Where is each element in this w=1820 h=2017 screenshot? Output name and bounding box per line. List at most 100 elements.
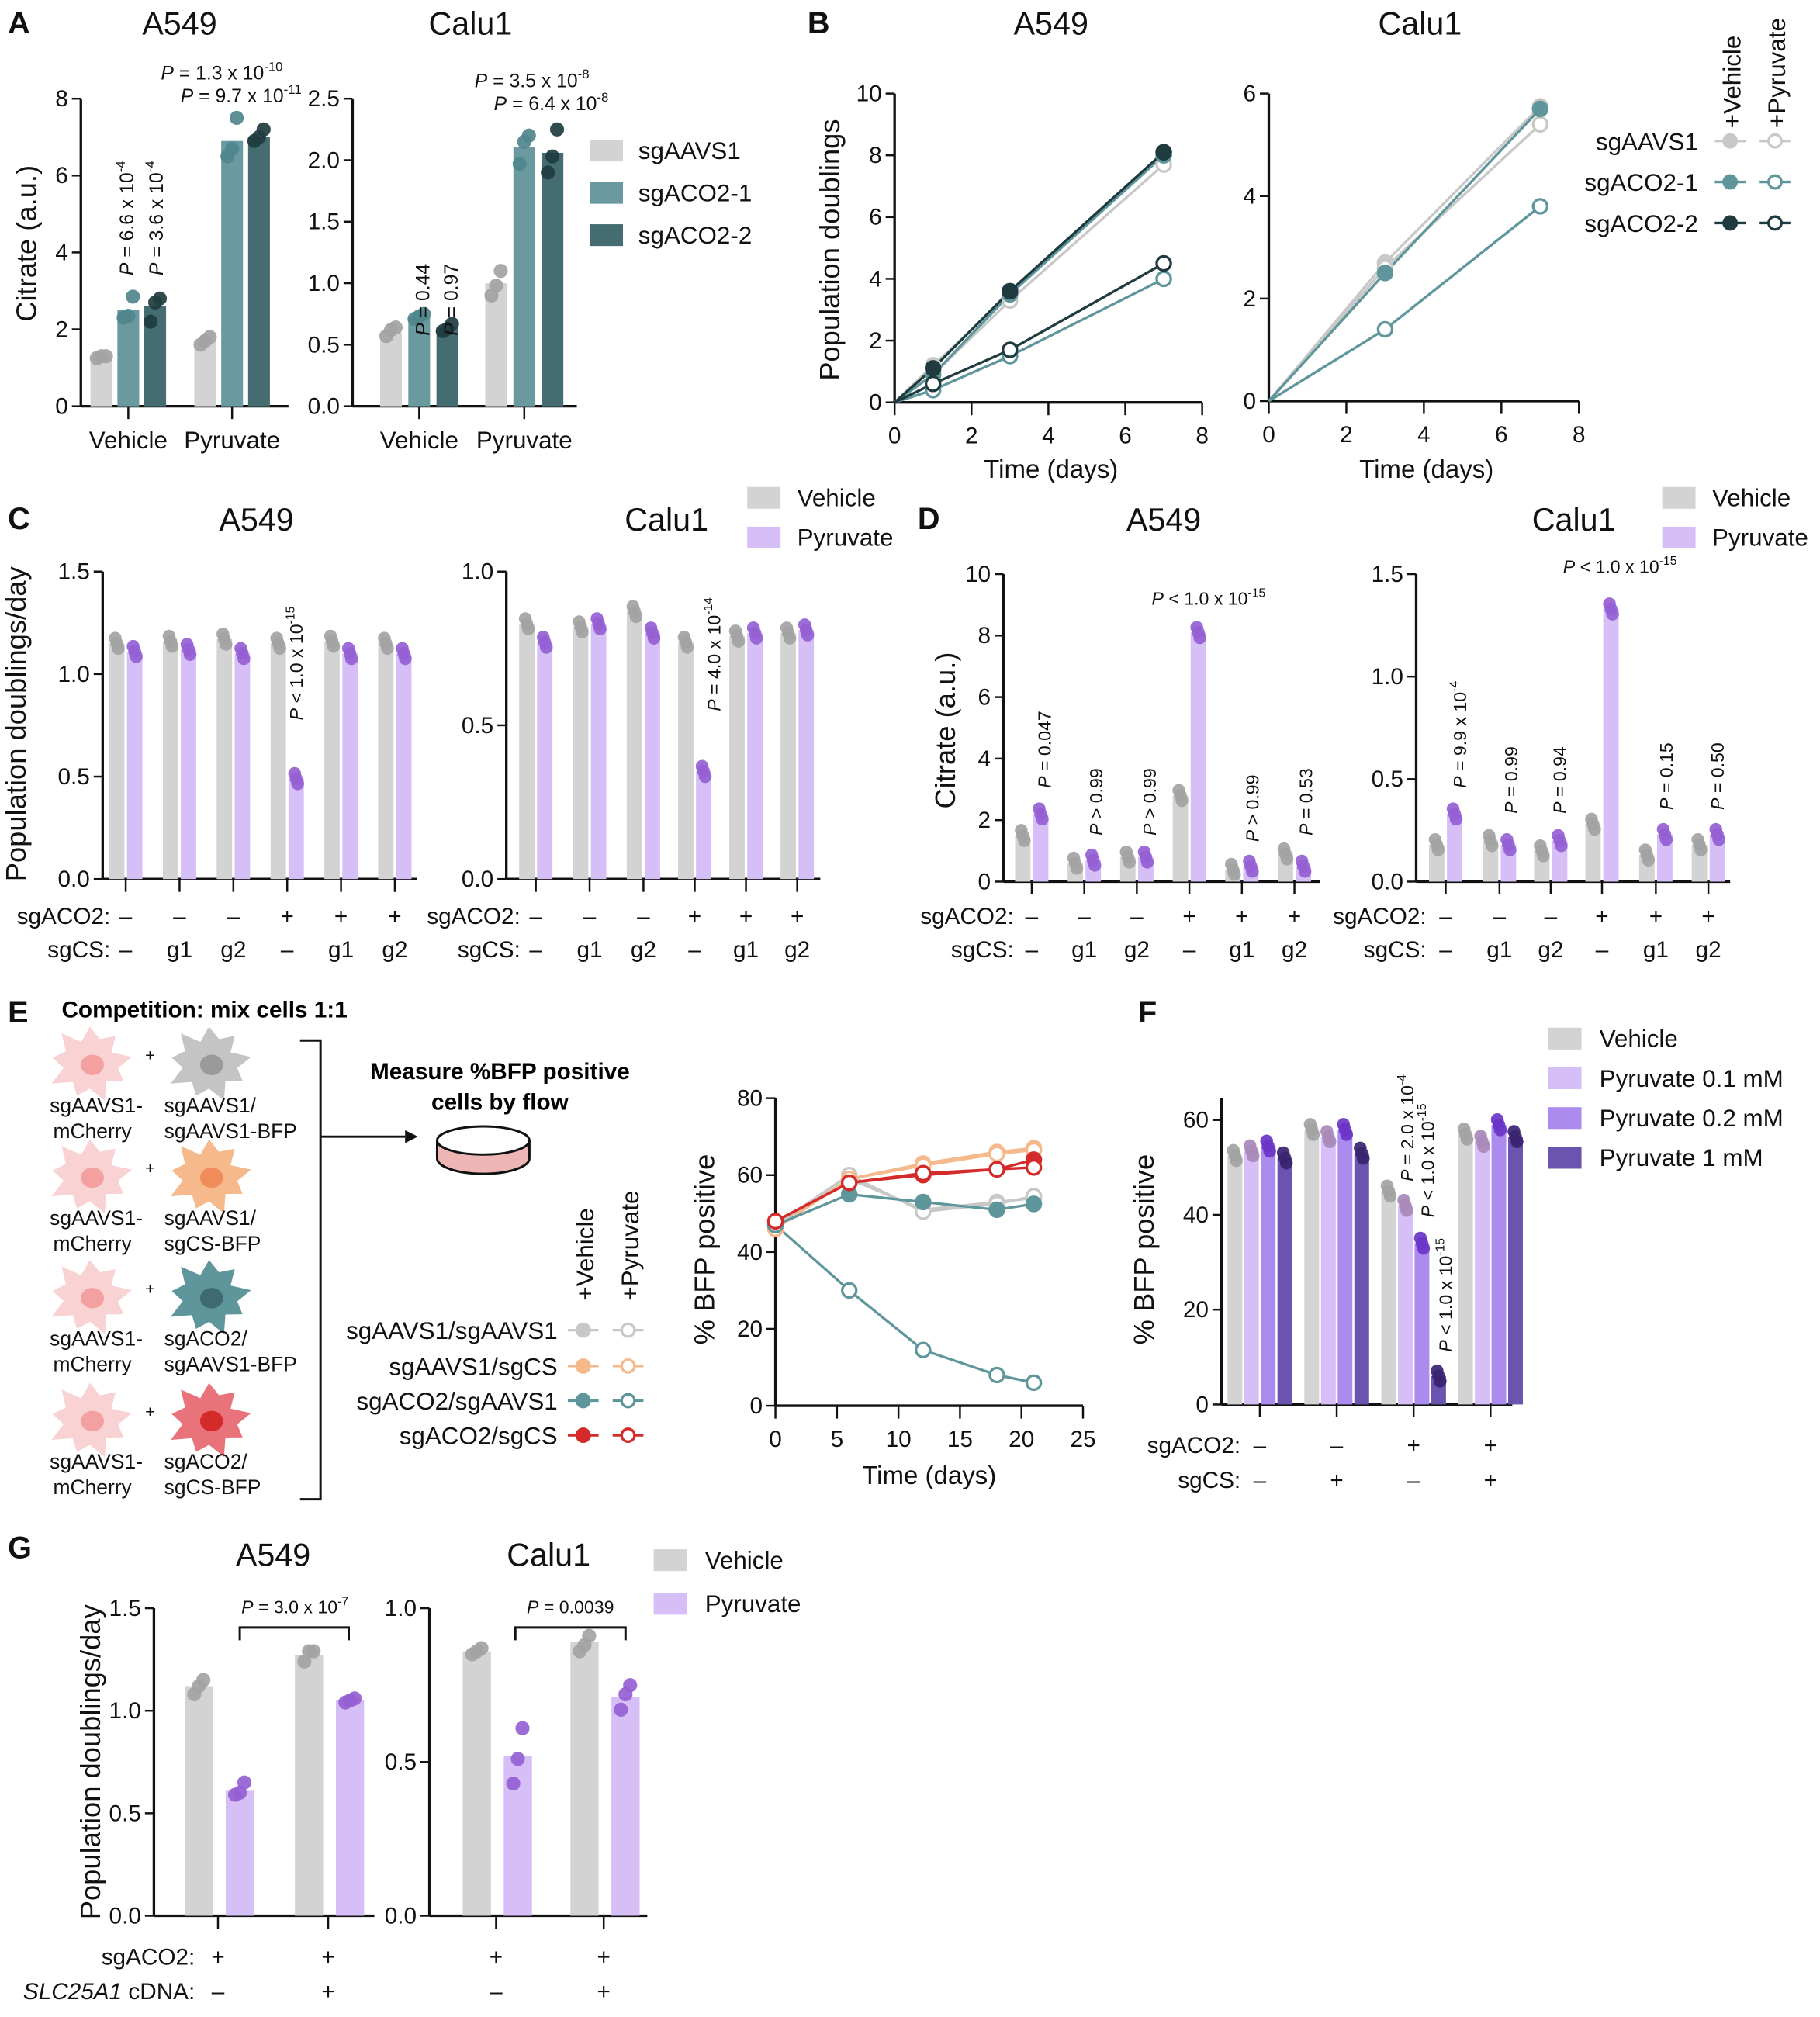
data-point bbox=[1449, 812, 1463, 826]
bar bbox=[436, 327, 458, 407]
data-point bbox=[165, 639, 179, 653]
x-row-value: + bbox=[388, 904, 401, 929]
p-symbol: P bbox=[147, 262, 168, 275]
dish-rim-icon bbox=[435, 1125, 531, 1156]
bar bbox=[590, 624, 607, 880]
x-row-value: – bbox=[490, 1979, 503, 2005]
data-point bbox=[256, 122, 271, 137]
x-tick-label: 5 bbox=[831, 1427, 844, 1452]
legend-label: sgACO2-2 bbox=[638, 222, 752, 249]
data-point bbox=[1694, 843, 1708, 856]
x-row-value: – bbox=[1407, 1468, 1420, 1493]
p-symbol: P bbox=[1242, 829, 1262, 842]
data-point bbox=[1417, 1241, 1431, 1255]
data-point bbox=[1018, 834, 1031, 847]
legend: Vehicle Pyruvate 0.1 mM Pyruvate 0.2 mM Pyr… bbox=[1548, 1026, 1784, 1171]
series-line bbox=[1268, 205, 1541, 403]
x-tick-label: 2 bbox=[965, 424, 978, 449]
data-point bbox=[1712, 833, 1725, 846]
data-point bbox=[1659, 833, 1673, 846]
legend-label: Pyruvate 0.2 mM bbox=[1600, 1105, 1784, 1132]
data-point bbox=[647, 631, 661, 645]
data-point bbox=[1606, 607, 1619, 621]
data-point bbox=[1400, 1204, 1413, 1217]
y-tick-label: 0 bbox=[750, 1393, 763, 1419]
chart-g-calu1: 0.0 0.5 1.0 + + – + P = 0.0039 bbox=[385, 1596, 648, 2005]
p-exponent: -4 bbox=[113, 161, 128, 172]
legend-label: sgAAVS1/sgCS bbox=[389, 1353, 557, 1380]
legend: Vehicle Pyruvate bbox=[1662, 484, 1808, 552]
data-point bbox=[1155, 144, 1172, 161]
x-row-label: sgCS: bbox=[47, 937, 110, 963]
chart-b-a549: 0 2 4 6 8 10 Population doublings 0 2 4 6 8 Time (da… bbox=[814, 81, 1209, 483]
data-point bbox=[1279, 1156, 1293, 1170]
legend-marker bbox=[620, 1393, 636, 1409]
p-value-label: P < 1.0 x 10-15 bbox=[1434, 1238, 1455, 1352]
legend-label: Vehicle bbox=[1600, 1026, 1678, 1053]
bar bbox=[462, 1651, 491, 1916]
bar bbox=[1414, 1243, 1430, 1405]
y-tick-label: 0.0 bbox=[1372, 869, 1403, 894]
chart-a-calu1: 0.0 0.5 1.0 1.5 2.0 2.5 Vehicle Pyruvate P = 0.4… bbox=[308, 67, 609, 454]
cell-label: mCherry bbox=[54, 1232, 133, 1255]
legend-label: Pyruvate 0.1 mM bbox=[1600, 1065, 1784, 1092]
y-tick-label: 6 bbox=[869, 205, 882, 230]
x-row-value: g1 bbox=[577, 937, 603, 963]
data-point bbox=[541, 165, 555, 180]
legend-swatch bbox=[1662, 526, 1696, 548]
y-tick-label: 4 bbox=[55, 240, 68, 265]
y-tick-label: 0.0 bbox=[308, 394, 340, 420]
p-text: < 1.0 x 10 bbox=[1436, 1256, 1456, 1341]
p-value-label: P < 1.0 x 10-15 bbox=[1563, 555, 1677, 576]
x-tick-label: 8 bbox=[1195, 424, 1209, 449]
p-text: < 1.0 x 10 bbox=[1418, 1121, 1438, 1206]
bar bbox=[1585, 824, 1601, 882]
data-point bbox=[202, 330, 217, 344]
p-value-label: P < 1.0 x 10-15 bbox=[1416, 1103, 1438, 1217]
x-row-label: sgCS: bbox=[458, 937, 521, 963]
y-tick-label: 0.5 bbox=[385, 1749, 417, 1775]
data-point bbox=[521, 128, 536, 143]
data-point bbox=[766, 1213, 784, 1230]
p-value-label: P < 1.0 x 10-15 bbox=[1152, 586, 1266, 608]
row-label-text: sgCS: bbox=[1364, 937, 1427, 963]
bar bbox=[1381, 1191, 1396, 1405]
chart-title: Calu1 bbox=[625, 502, 708, 538]
legend-swatch bbox=[1548, 1107, 1582, 1130]
cell-label: sgAAVS1-BFP bbox=[164, 1119, 297, 1143]
diagram-heading: Competition: mix cells 1:1 bbox=[61, 998, 347, 1023]
x-category-label: Vehicle bbox=[380, 427, 458, 454]
p-symbol: P bbox=[441, 323, 462, 336]
bar bbox=[542, 152, 564, 407]
p-symbol: P bbox=[704, 699, 725, 711]
nucleus bbox=[199, 1410, 223, 1432]
panel-letter-e: E bbox=[8, 995, 28, 1029]
x-row-value: g1 bbox=[167, 937, 192, 963]
p-text: = 6.6 x 10 bbox=[117, 172, 138, 262]
p-text: = 0.0039 bbox=[538, 1597, 614, 1617]
x-category-label: Vehicle bbox=[89, 427, 168, 454]
x-tick-label: 25 bbox=[1070, 1427, 1095, 1452]
x-row-value: + bbox=[321, 1944, 334, 1970]
plus-sign: + bbox=[145, 1047, 155, 1065]
x-tick-label: 10 bbox=[886, 1427, 912, 1452]
p-value-label: P = 0.99 bbox=[1501, 746, 1521, 814]
data-point bbox=[1431, 843, 1445, 856]
panel-letter-g: G bbox=[8, 1531, 32, 1566]
data-point bbox=[732, 635, 746, 648]
legend-swatch bbox=[1548, 1067, 1582, 1090]
x-tick-label: 4 bbox=[1417, 422, 1431, 448]
y-tick-label: 0.5 bbox=[308, 332, 340, 358]
p-exponent: -4 bbox=[1396, 1074, 1409, 1085]
x-row-value: – bbox=[1254, 1468, 1267, 1493]
bar bbox=[117, 310, 140, 407]
p-text: = 1.3 x 10 bbox=[174, 63, 264, 84]
legend: Vehicle Pyruvate bbox=[747, 484, 893, 552]
x-row-value: g2 bbox=[382, 937, 407, 963]
p-symbol: P bbox=[181, 86, 194, 107]
data-point bbox=[306, 1644, 321, 1659]
data-point bbox=[1376, 320, 1394, 338]
bar bbox=[1447, 814, 1462, 882]
data-point bbox=[1477, 1140, 1490, 1154]
